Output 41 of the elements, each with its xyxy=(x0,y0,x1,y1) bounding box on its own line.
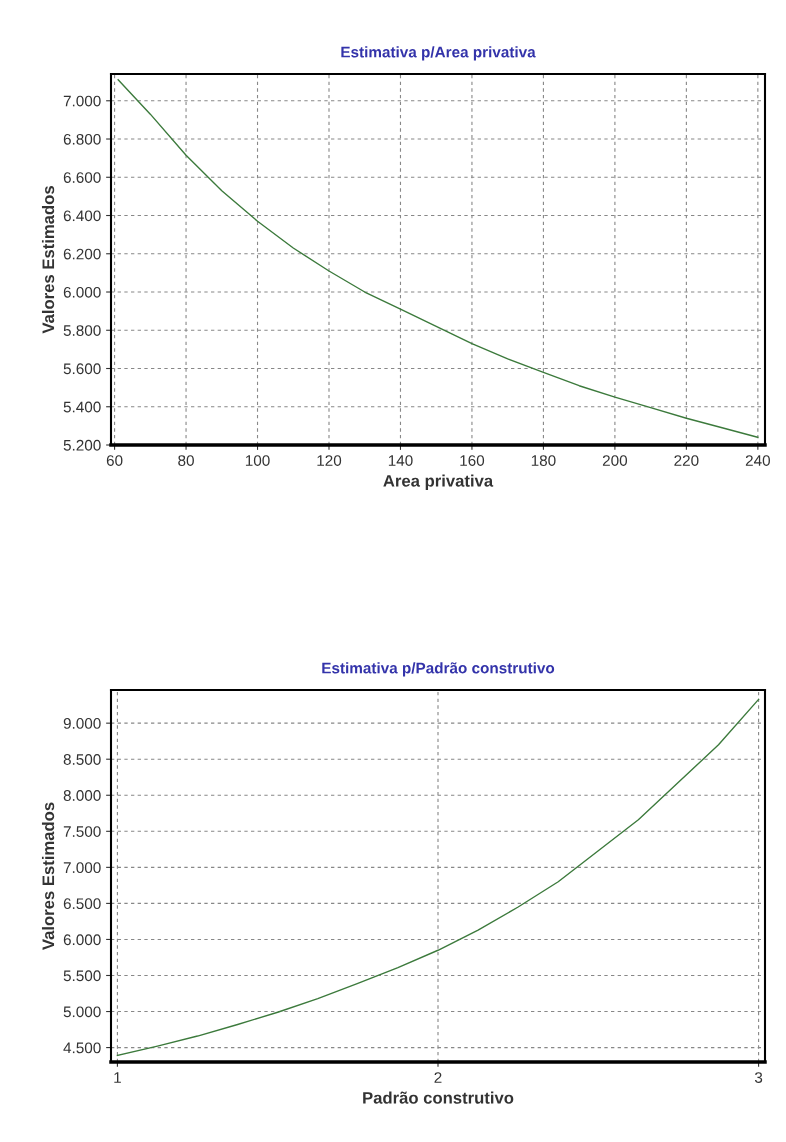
x-tick-label: 2 xyxy=(434,1072,442,1083)
y-tick-label: 5.500 xyxy=(63,970,101,982)
y-tick-label: 7.000 xyxy=(63,862,101,874)
line-series xyxy=(116,698,760,1057)
x-tick-label: 180 xyxy=(531,455,556,466)
chart-title: Estimativa p/Area privativa xyxy=(341,46,536,61)
y-tick-label: 6.500 xyxy=(63,898,101,910)
x-tick-label: 60 xyxy=(106,455,123,466)
x-axis-title: Area privativa xyxy=(383,474,494,491)
x-tick-label: 200 xyxy=(602,455,628,466)
x-tick-label: 1 xyxy=(114,1072,121,1083)
y-tick-label: 5.600 xyxy=(63,363,101,375)
y-tick-label: 6.200 xyxy=(63,248,101,260)
x-tick-label: 160 xyxy=(460,455,485,466)
x-tick-label: 240 xyxy=(745,455,770,466)
line-series xyxy=(117,79,759,439)
chart-title: Estimativa p/Padrão construtivo xyxy=(322,662,555,677)
x-tick-label: 3 xyxy=(754,1072,763,1083)
y-axis-title: Valores Estimados xyxy=(41,802,55,950)
y-tick-label: 8.500 xyxy=(63,754,101,765)
y-tick-label: 6.000 xyxy=(63,934,101,946)
y-tick-label: 5.200 xyxy=(63,439,101,451)
y-tick-label: 6.800 xyxy=(63,133,101,145)
y-tick-label: 9.000 xyxy=(63,718,101,729)
y-tick-label: 6.600 xyxy=(63,172,101,183)
x-tick-label: 100 xyxy=(245,455,270,466)
y-tick-label: 6.400 xyxy=(63,210,101,222)
x-tick-label: 80 xyxy=(178,455,194,466)
y-tick-label: 5.000 xyxy=(63,1006,101,1018)
y-tick-label: 4.500 xyxy=(63,1042,101,1054)
y-tick-label: 5.800 xyxy=(63,325,101,336)
x-tick-label: 120 xyxy=(317,455,342,466)
x-tick-label: 220 xyxy=(674,455,699,466)
y-tick-label: 8.000 xyxy=(63,790,101,801)
x-tick-label: 140 xyxy=(388,455,413,466)
y-tick-label: 7.000 xyxy=(63,95,101,107)
x-axis-title: Padrão construtivo xyxy=(363,1091,514,1104)
y-tick-label: 5.400 xyxy=(63,401,101,413)
y-axis-title: Valores Estimados xyxy=(41,186,55,334)
y-tick-label: 6.000 xyxy=(63,286,101,298)
y-tick-label: 7.500 xyxy=(63,826,101,837)
